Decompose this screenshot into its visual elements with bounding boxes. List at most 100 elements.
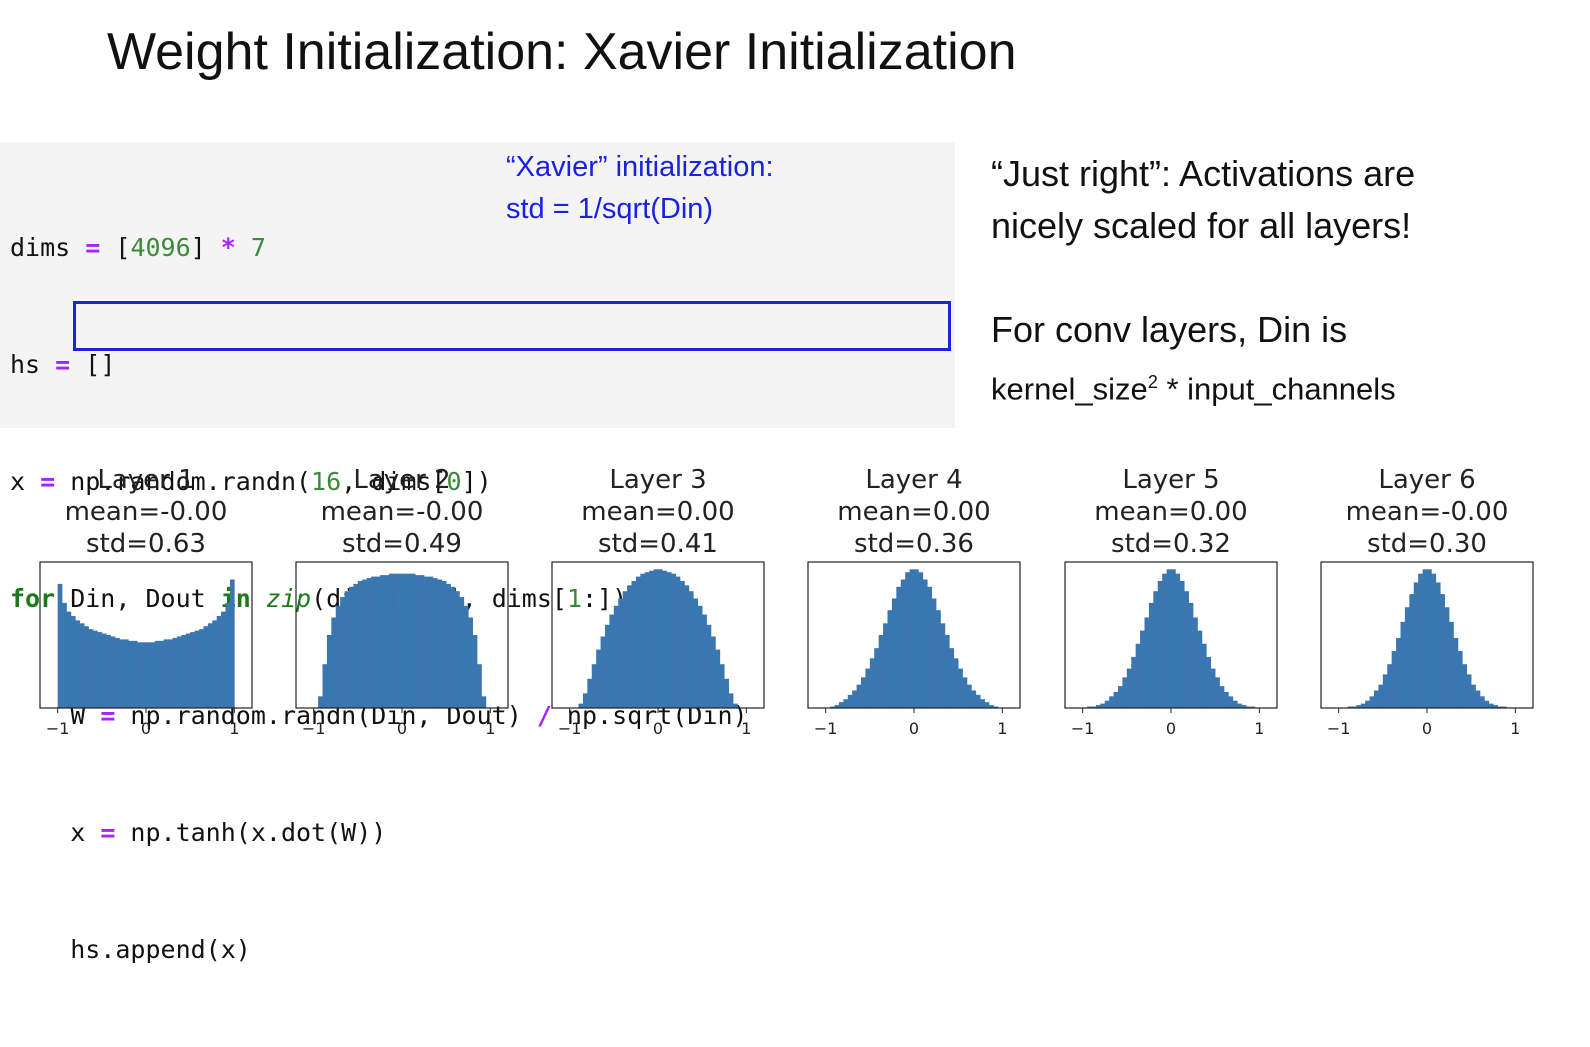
histogram-bar xyxy=(1374,690,1379,708)
histogram-bar xyxy=(119,639,125,708)
histogram-bar xyxy=(159,640,164,708)
histogram-bar xyxy=(1427,569,1432,708)
histogram-bar xyxy=(931,598,937,708)
histogram-bar xyxy=(1179,580,1185,708)
annotation: “Xavier” initialization: std = 1/sqrt(Di… xyxy=(506,146,774,230)
note-line: “Just right”: Activations are xyxy=(991,153,1416,194)
histogram-bar xyxy=(168,639,173,708)
histogram-bar xyxy=(640,573,646,708)
histogram-bar xyxy=(340,597,345,708)
histogram-bar xyxy=(1113,691,1119,708)
histogram-bar xyxy=(388,573,394,708)
histogram-bar xyxy=(1197,630,1203,708)
histogram-bar xyxy=(349,586,354,708)
chart-title: Layer 6 xyxy=(1378,465,1475,495)
histogram-bar xyxy=(658,569,663,708)
histogram-bar xyxy=(728,693,734,708)
histogram-bar xyxy=(613,605,619,708)
histogram-bar xyxy=(838,702,844,708)
histogram-bar xyxy=(97,632,103,708)
histogram-bar xyxy=(88,629,94,708)
histogram-bar xyxy=(944,635,950,708)
histogram-bar xyxy=(618,598,623,708)
histogram-bar xyxy=(1493,705,1498,708)
histogram-bar xyxy=(1091,706,1097,708)
histogram-bar xyxy=(207,623,213,708)
histogram-bar xyxy=(154,640,160,708)
code-background xyxy=(0,142,955,428)
histogram-bar xyxy=(1157,580,1163,708)
histogram-bar xyxy=(402,573,407,708)
histogram-bar xyxy=(1484,700,1490,708)
annotation-line: std = 1/sqrt(Din) xyxy=(506,193,714,225)
histogram-bar xyxy=(697,605,703,708)
histogram-bar xyxy=(472,635,478,708)
code-token: / xyxy=(536,701,552,730)
histogram-bar xyxy=(1126,668,1132,708)
histogram-bar xyxy=(733,703,738,708)
code-token: * xyxy=(220,233,236,262)
histogram-bar xyxy=(432,578,438,708)
histogram-bar xyxy=(666,572,672,708)
code-line: x = np.tanh(x.dot(W)) xyxy=(10,813,748,852)
histogram-bar xyxy=(719,664,725,708)
x-tick-label: 0 xyxy=(397,719,407,738)
histogram-bar xyxy=(128,640,134,708)
code-token: x xyxy=(10,467,41,496)
histogram-bar xyxy=(1201,643,1207,708)
x-tick-label: −1 xyxy=(814,719,838,738)
histogram-bar xyxy=(675,576,681,708)
histogram-bar xyxy=(419,575,425,708)
histogram-bar xyxy=(1480,696,1485,708)
histogram-bar xyxy=(221,611,226,708)
chart-subtitle: std=0.30 xyxy=(1367,529,1487,559)
annotation-line: “Xavier” initialization: xyxy=(506,151,774,183)
histogram-bar xyxy=(101,633,107,708)
histogram-bar xyxy=(587,678,593,708)
histogram-bar xyxy=(1250,706,1256,708)
note-line: For conv layers, Din is xyxy=(991,309,1348,350)
histogram-bar xyxy=(627,585,632,708)
code-token: 16 xyxy=(311,467,342,496)
histogram-bar xyxy=(1109,696,1114,708)
histogram-bar xyxy=(1224,691,1229,708)
histogram-bar xyxy=(106,635,111,708)
x-tick-label: 1 xyxy=(1254,719,1264,738)
histogram-bar xyxy=(1404,607,1410,708)
histogram-bar xyxy=(163,639,169,708)
histogram-bar xyxy=(878,635,884,708)
histogram-bar xyxy=(869,658,875,708)
histogram-bar xyxy=(1241,705,1247,708)
slide: Weight Initialization: Xavier Initializa… xyxy=(0,23,1534,964)
note-text: * input_channels xyxy=(1157,371,1396,407)
histogram-bar xyxy=(1193,617,1198,708)
histogram-bar xyxy=(1210,668,1216,708)
histogram-bar xyxy=(1166,569,1172,708)
x-tick-label: −1 xyxy=(558,719,582,738)
histogram-bar xyxy=(971,690,977,708)
histogram-bar xyxy=(1462,664,1468,708)
code-token: hs.append(x) xyxy=(10,935,251,964)
histogram-bar xyxy=(653,569,659,708)
histogram-bar xyxy=(605,624,610,708)
histogram-bar xyxy=(203,626,209,708)
histogram-bar xyxy=(185,633,191,708)
histogram-bar xyxy=(1140,630,1145,708)
code-line: hs.append(x) xyxy=(10,930,748,969)
histogram-bar xyxy=(150,642,156,708)
histogram-bar xyxy=(1378,684,1384,708)
highlight-box xyxy=(73,301,951,351)
code-token: ] xyxy=(190,233,221,262)
histogram-bar xyxy=(1360,703,1366,708)
histogram-bar xyxy=(1475,690,1481,708)
histogram-bar xyxy=(137,642,142,708)
x-tick-label: 0 xyxy=(653,719,663,738)
histogram-bar xyxy=(883,623,888,708)
histogram-bar xyxy=(1391,651,1397,708)
chart-subtitle: mean=0.00 xyxy=(837,497,990,527)
histogram-bar xyxy=(1087,706,1092,708)
histogram-bar xyxy=(353,583,359,708)
code-line: dims = [4096] * 7 xyxy=(10,228,748,267)
histogram-bar xyxy=(1118,686,1123,708)
code-token: = xyxy=(100,818,116,847)
